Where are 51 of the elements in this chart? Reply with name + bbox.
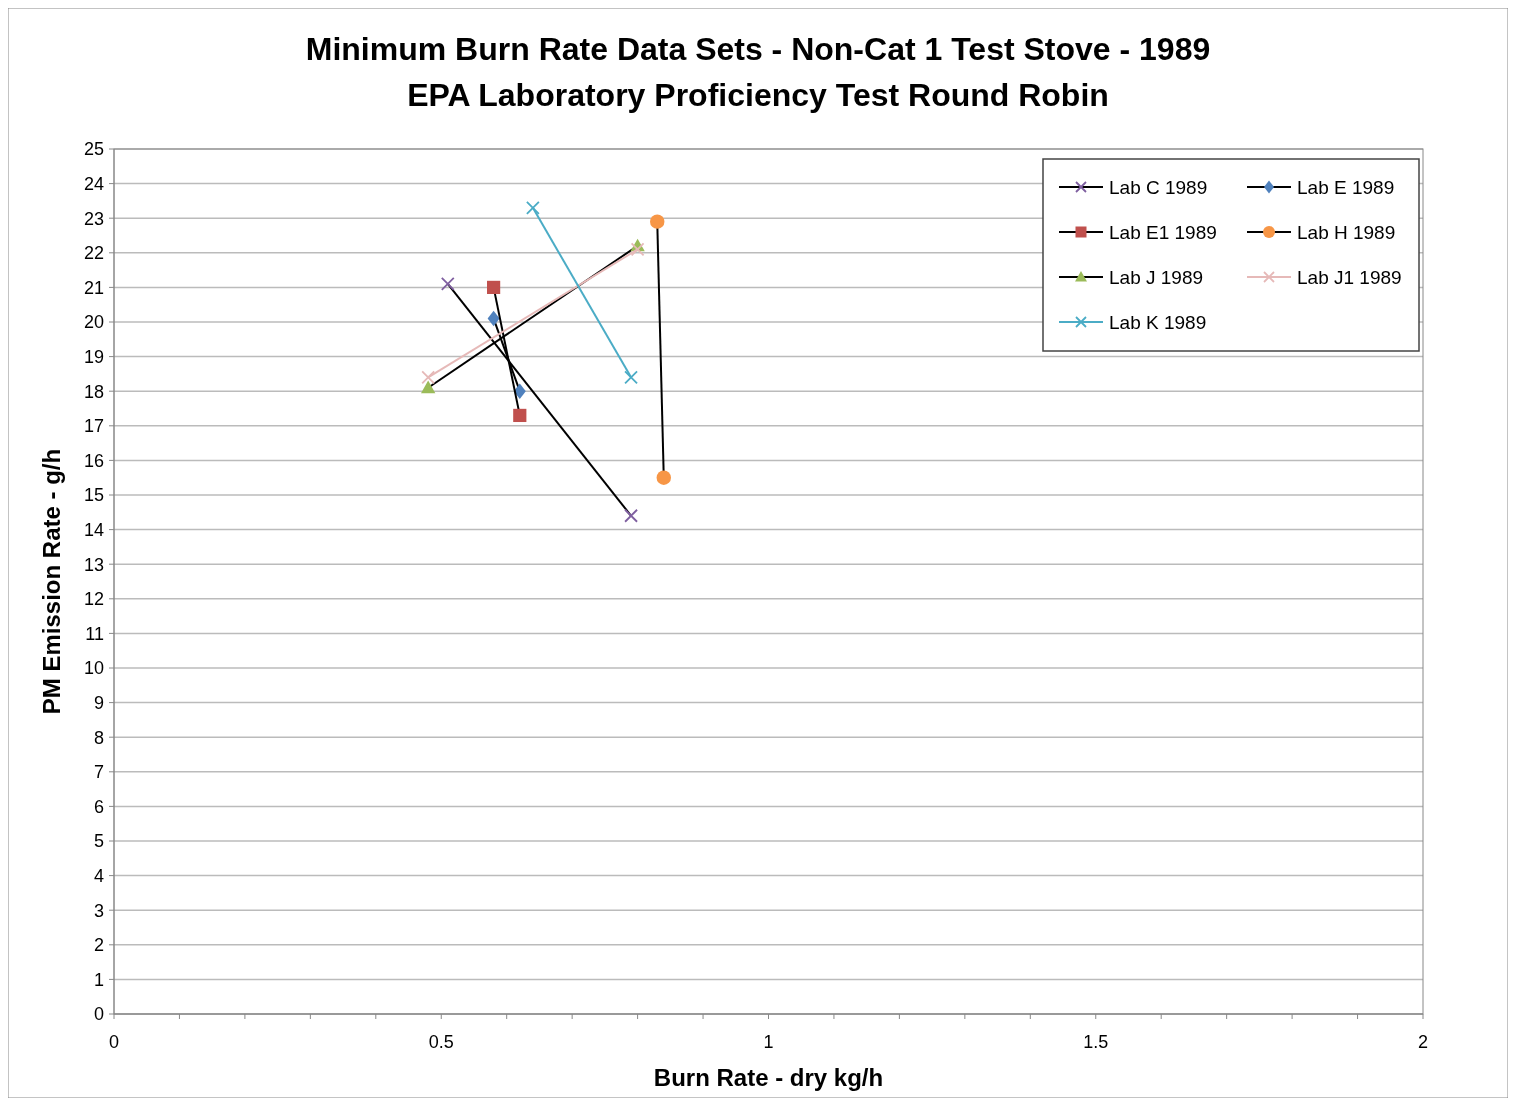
legend-label: Lab K 1989 xyxy=(1109,311,1207,333)
y-tick-label: 5 xyxy=(93,831,104,852)
point xyxy=(487,280,501,294)
y-tick-label: 22 xyxy=(83,243,104,264)
x-tick-label: 1 xyxy=(763,1032,774,1052)
point xyxy=(650,214,665,229)
y-tick-label: 4 xyxy=(93,865,104,886)
y-tick-label: 10 xyxy=(83,658,104,679)
y-tick-label: 15 xyxy=(83,485,104,506)
legend-label: Lab E 1989 xyxy=(1297,176,1395,198)
legend-label: Lab J1 1989 xyxy=(1297,266,1402,288)
y-tick-label: 3 xyxy=(93,900,104,921)
legend-label: Lab C 1989 xyxy=(1109,176,1208,198)
y-tick-label: 14 xyxy=(83,519,104,540)
x-tick-label: 2 xyxy=(1417,1032,1429,1052)
x-tick-label: 0.5 xyxy=(428,1032,454,1052)
chart-title: Minimum Burn Rate Data Sets - Non-Cat 1 Test Stove - 1989 EPA Laboratory Proficiency Test Round Robin xyxy=(305,31,1211,113)
x-axis-title: Burn Rate - dry kg/h xyxy=(653,1064,884,1091)
point xyxy=(624,508,638,523)
y-tick-label: 18 xyxy=(83,381,104,402)
y-tick-label: 12 xyxy=(83,589,104,610)
y-tick-label: 9 xyxy=(93,692,104,713)
legend-label: Lab H 1989 xyxy=(1297,221,1396,243)
y-tick-label: 2 xyxy=(93,935,104,956)
point xyxy=(624,370,638,385)
x-tick-label: 1.5 xyxy=(1083,1032,1109,1052)
point xyxy=(525,200,540,215)
y-tick-label: 21 xyxy=(83,277,104,298)
y-axis-title: PM Emission Rate - g/h xyxy=(38,448,65,715)
y-tick-label: 16 xyxy=(83,450,104,471)
point xyxy=(487,310,500,327)
y-tick-label: 1 xyxy=(93,969,104,990)
y-tick-label: 0 xyxy=(93,1004,104,1025)
point xyxy=(440,277,455,291)
legend-label: Lab J 1989 xyxy=(1109,266,1204,288)
y-tick-label: 7 xyxy=(93,762,104,783)
y-tick-label: 13 xyxy=(83,554,104,575)
legend-label: Lab E1 1989 xyxy=(1109,221,1217,243)
x-tick-label: 0 xyxy=(108,1032,120,1052)
y-tick-label: 11 xyxy=(85,623,104,644)
point xyxy=(656,470,671,485)
y-tick-label: 8 xyxy=(93,727,104,748)
y-tick-label: 25 xyxy=(83,139,104,160)
point xyxy=(513,408,527,423)
point xyxy=(513,383,526,399)
y-tick-label: 24 xyxy=(83,173,104,194)
y-tick-label: 17 xyxy=(83,416,104,437)
y-tick-label: 23 xyxy=(83,208,104,229)
y-tick-label: 6 xyxy=(93,796,104,817)
y-tick-label: 20 xyxy=(83,312,104,333)
y-tick-label: 19 xyxy=(83,346,104,367)
